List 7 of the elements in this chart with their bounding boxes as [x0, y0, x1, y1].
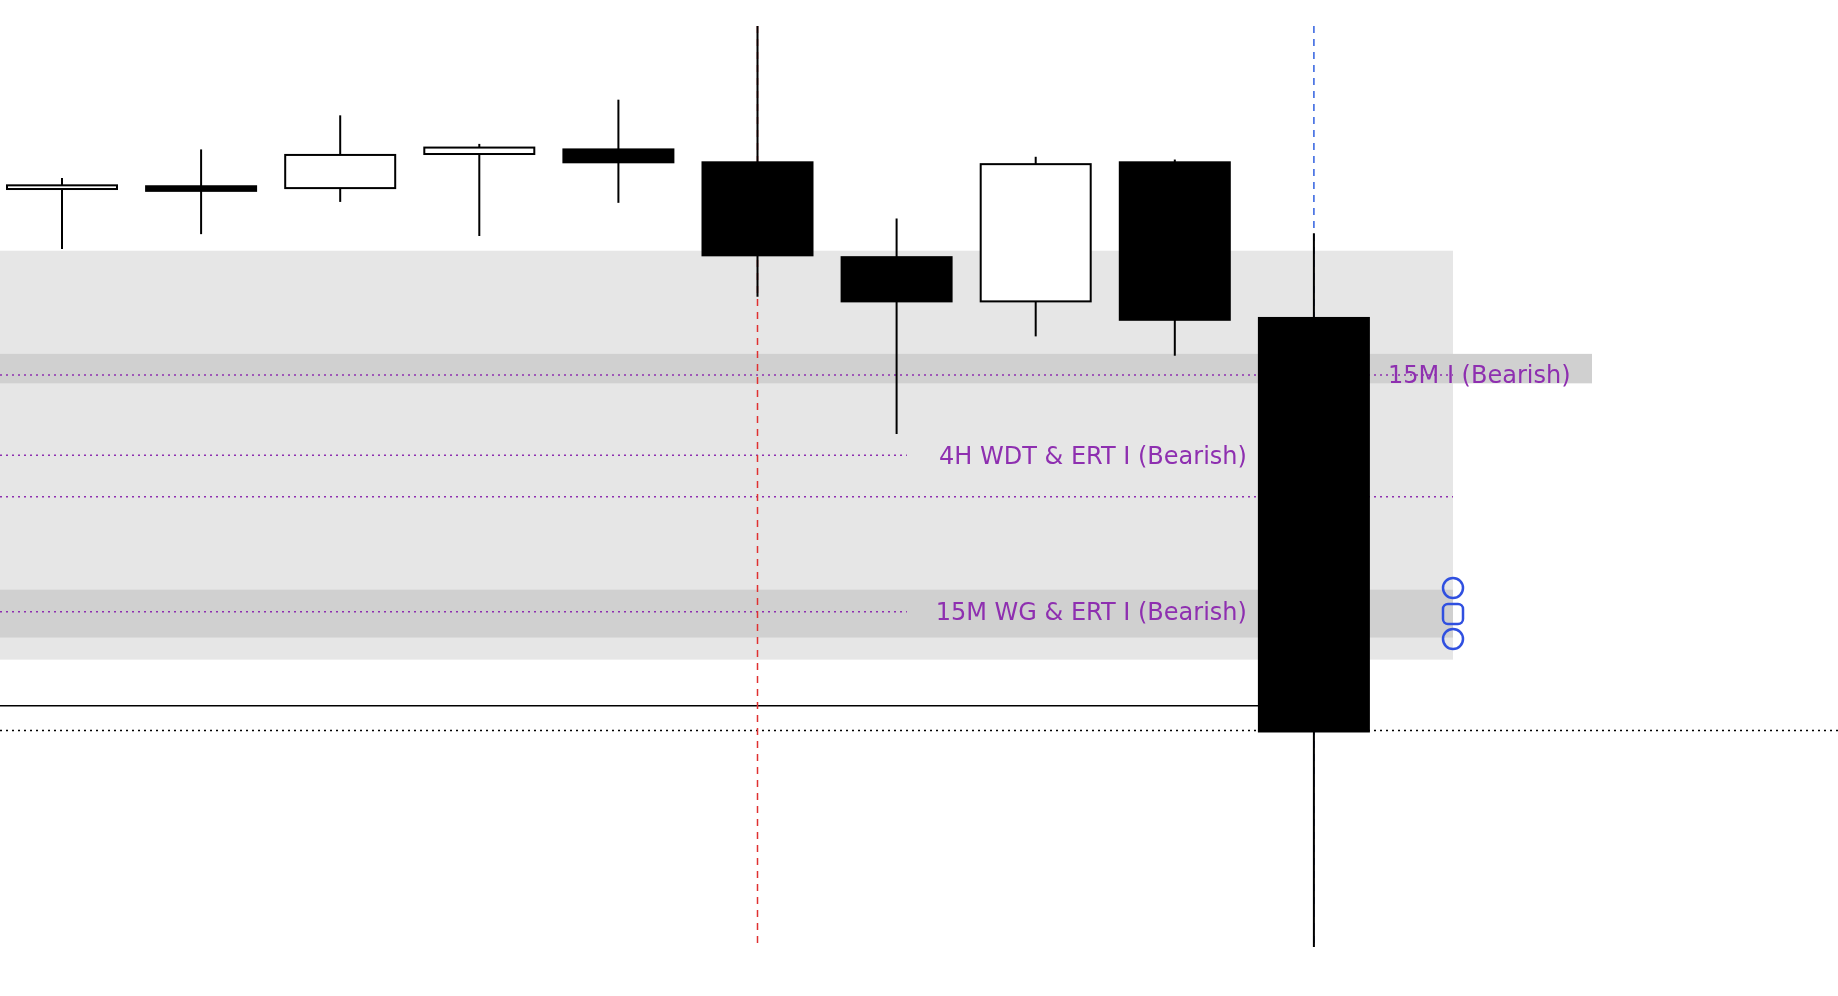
candlestick: [6, 176, 118, 250]
ref-line-label: 4H WDT & ERT I (Bearish): [939, 441, 1247, 470]
ref-line-label: 15M I (Bearish): [1388, 361, 1571, 390]
candlestick: [562, 98, 675, 204]
candlestick: [423, 142, 536, 237]
candlestick: [145, 148, 258, 236]
ref-line-label: 15M WG & ERT I (Bearish): [935, 598, 1247, 627]
